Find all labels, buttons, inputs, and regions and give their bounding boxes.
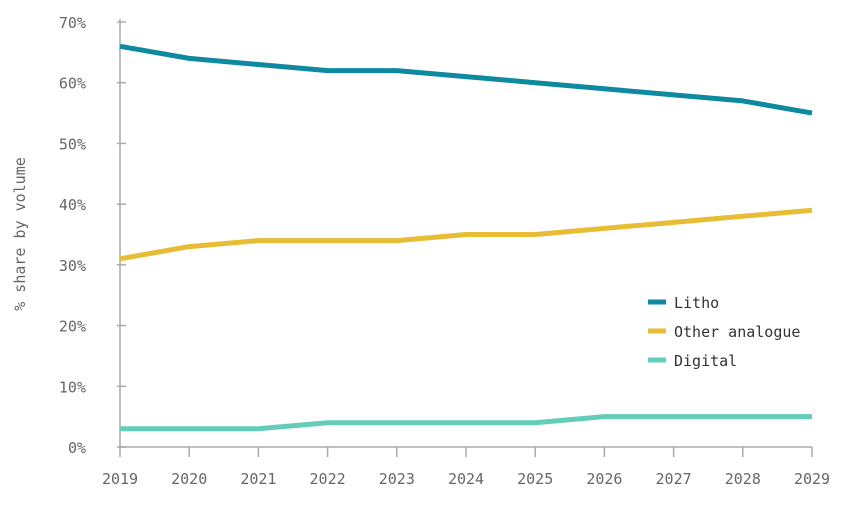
y-axis-title: % share by volume xyxy=(11,157,29,311)
x-tick-label: 2022 xyxy=(310,470,346,488)
legend-label-litho: Litho xyxy=(674,294,719,312)
x-tick-label: 2029 xyxy=(794,470,830,488)
x-tick-label: 2020 xyxy=(171,470,207,488)
y-tick-label: 70% xyxy=(59,14,86,32)
y-tick-label: 10% xyxy=(59,378,86,396)
y-tick-label: 30% xyxy=(59,257,86,275)
y-axis: 0% 10% 20% 30% 40% 50% 60% 70% xyxy=(59,14,126,457)
x-tick-label: 2025 xyxy=(517,470,553,488)
y-tick-label: 50% xyxy=(59,135,86,153)
x-tick-label: 2028 xyxy=(725,470,761,488)
legend-label-digital: Digital xyxy=(674,352,737,370)
x-tick-label: 2024 xyxy=(448,470,484,488)
y-tick-label: 40% xyxy=(59,196,86,214)
series-line-litho xyxy=(119,43,813,116)
legend-label-other-analogue: Other analogue xyxy=(674,323,800,341)
x-tick-label: 2027 xyxy=(656,470,692,488)
x-tick-label: 2026 xyxy=(586,470,622,488)
x-tick-label: 2019 xyxy=(102,470,138,488)
x-tick-label: 2023 xyxy=(379,470,415,488)
x-axis: 2019 2020 2021 2022 2023 2024 2025 2026 2027 2028… xyxy=(102,446,830,488)
y-tick-label: 20% xyxy=(59,318,86,336)
legend: Litho Other analogue Digital xyxy=(648,294,800,370)
series-lines xyxy=(119,43,813,432)
x-tick-label: 2021 xyxy=(240,470,276,488)
y-tick-label: 0% xyxy=(68,439,86,457)
y-tick-label: 60% xyxy=(59,75,86,93)
series-line-other-analogue xyxy=(119,207,813,262)
series-line-digital xyxy=(120,414,812,432)
